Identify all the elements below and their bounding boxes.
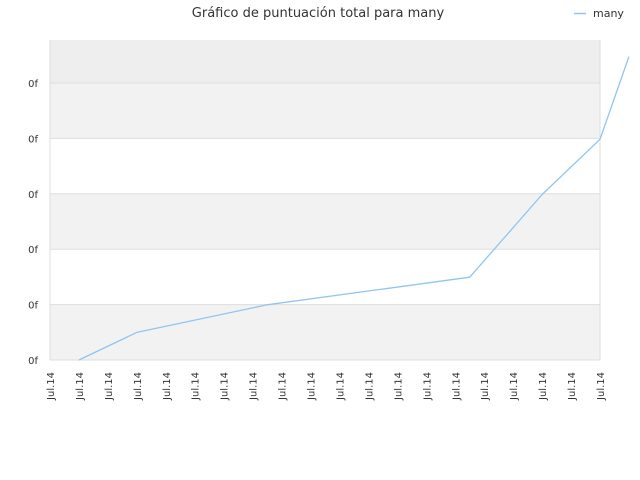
x-tick-label: Jul.14: [567, 372, 578, 401]
x-tick-label: Jul.14: [162, 372, 173, 401]
x-tick-label: Jul.14: [307, 372, 318, 401]
x-tick-label: Jul.14: [538, 372, 549, 401]
plot-band: [50, 83, 600, 139]
x-tick-label: Jul.14: [191, 372, 202, 401]
x-tick-label: Jul.14: [133, 372, 144, 401]
plot-band: [50, 138, 600, 194]
x-tick-label: Jul.14: [278, 372, 289, 401]
chart-title: Gráfico de puntuación total para many: [192, 6, 445, 21]
x-tick-label: Jul.14: [75, 372, 86, 401]
x-tick-label: Jul.14: [249, 372, 260, 401]
x-tick-label: Jul.14: [393, 372, 404, 401]
x-tick-label: Jul.14: [480, 372, 491, 401]
x-axis: Jul.14 Jul.14 Jul.14 Jul.14 Jul.14 Jul.14 Jul.…: [46, 372, 607, 401]
y-tick-label: 0f: [28, 79, 38, 90]
x-tick-label: Jul.14: [335, 372, 346, 401]
y-tick-label: 0f: [28, 190, 38, 201]
x-tick-label: Jul.14: [451, 372, 462, 401]
legend-label: many: [593, 7, 624, 20]
x-tick-label: Jul.14: [104, 372, 115, 401]
y-axis: 0f 0f 0f 0f 0f 0f: [28, 79, 38, 367]
plot-band: [50, 304, 600, 360]
y-tick-label: 0f: [28, 245, 38, 256]
grid: [49, 40, 601, 361]
x-tick-label: Jul.14: [46, 372, 57, 401]
plot-band: [50, 193, 600, 250]
y-tick-label: 0f: [28, 356, 38, 367]
legend: many: [574, 7, 624, 20]
x-tick-label: Jul.14: [509, 372, 520, 401]
x-tick-label: Jul.14: [364, 372, 375, 401]
plot-bands: [50, 40, 600, 360]
plot-band: [50, 40, 600, 83]
series-layer: [78, 56, 630, 361]
y-tick-label: 0f: [28, 301, 38, 312]
series-line-many: [78, 56, 630, 361]
x-tick-label: Jul.14: [596, 372, 607, 401]
x-tick-label: Jul.14: [220, 372, 231, 401]
x-tick-label: Jul.14: [422, 372, 433, 401]
y-tick-label: 0f: [28, 134, 38, 145]
plot-band: [50, 249, 600, 305]
